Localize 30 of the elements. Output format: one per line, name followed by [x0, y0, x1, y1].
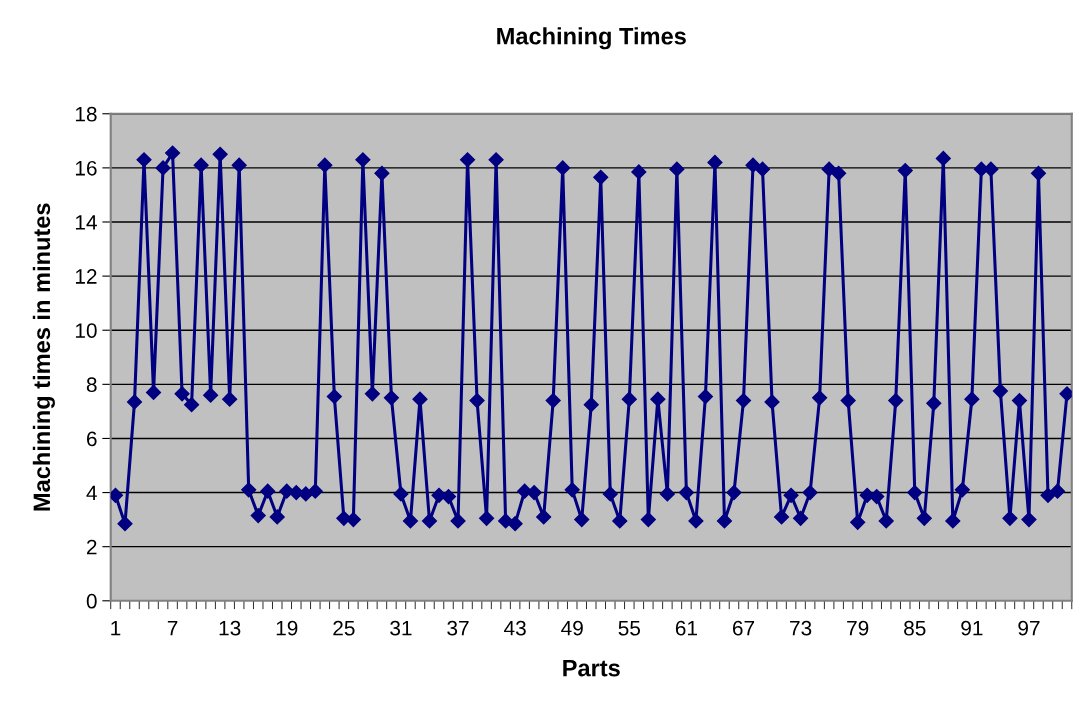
x-axis-title: Parts	[563, 659, 620, 677]
chart-title: Machining Times	[497, 27, 686, 50]
y-tick-label: 12	[75, 269, 97, 284]
x-tick-label: 91	[961, 620, 983, 636]
x-tick-label: 85	[904, 620, 926, 636]
y-tick-label: 4	[86, 485, 97, 501]
x-tick-label: 49	[561, 620, 583, 636]
x-tick-label: 97	[1018, 620, 1040, 636]
y-axis-title: Machining times in minutes	[32, 203, 55, 511]
y-tick-label: 14	[75, 215, 97, 230]
x-tick-label: 43	[504, 620, 526, 636]
x-tick-label: 19	[276, 620, 298, 636]
x-tick-label: 79	[847, 620, 869, 636]
y-tick-label: 0	[86, 593, 97, 609]
x-tick-label: 7	[167, 621, 178, 636]
y-tick-label: 10	[75, 323, 97, 338]
x-tick-label: 67	[732, 620, 755, 636]
y-tick-label: 16	[75, 160, 97, 176]
x-tick-label: 37	[447, 620, 469, 636]
y-tick-label: 6	[87, 431, 97, 447]
x-tick-label: 31	[390, 620, 412, 636]
x-tick-label: 61	[675, 620, 697, 636]
y-tick-label: 18	[75, 106, 97, 122]
x-tick-label: 1	[111, 621, 121, 636]
y-tick-label: 8	[86, 377, 97, 393]
x-tick-label: 13	[219, 620, 241, 636]
x-tick-label: 73	[790, 620, 812, 636]
x-tick-label: 25	[333, 620, 355, 636]
x-tick-label: 55	[618, 621, 641, 636]
y-tick-label: 2	[86, 539, 97, 555]
